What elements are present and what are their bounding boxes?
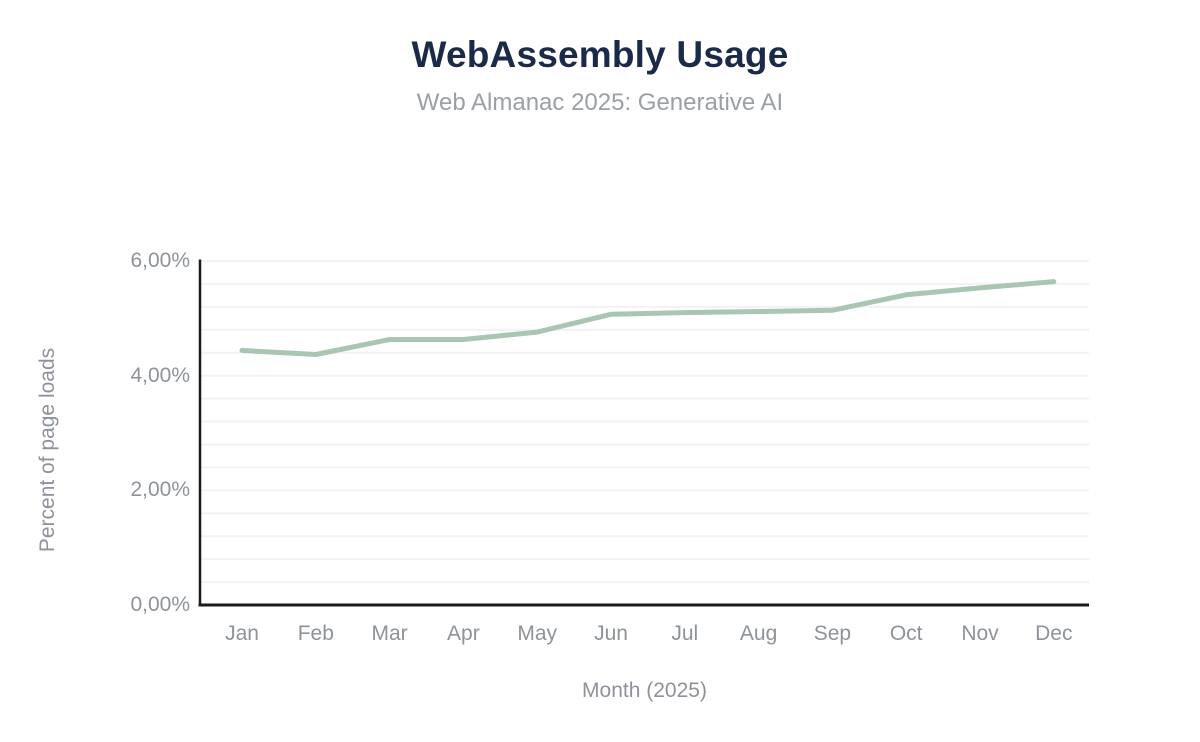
x-tick-label: Feb [297,622,334,645]
x-tick-label: Jul [671,622,699,645]
x-tick-label: Mar [371,622,408,645]
x-tick-label: Jan [225,622,259,645]
y-tick-label: 0,00% [130,593,190,616]
x-tick-label: May [517,622,558,645]
x-tick-label: Oct [889,622,923,645]
y-tick-label: 4,00% [130,363,190,387]
x-tick-label: Sep [813,622,852,645]
x-tick-label: Apr [447,622,480,645]
y-tick-label: 2,00% [130,478,190,502]
chart-subtitle: Web Almanac 2025: Generative AI [416,89,784,116]
chart-title: WebAssembly Usage [411,34,789,75]
data-series-line [239,279,1057,357]
x-tick-label: Nov [961,622,999,645]
x-axis-title: Month (2025) [582,679,707,702]
x-tick-label: Dec [1035,622,1073,645]
x-tick-label: Jun [594,622,628,645]
y-tick-label: 6,00% [130,249,190,272]
x-tick-label: Aug [739,622,778,645]
